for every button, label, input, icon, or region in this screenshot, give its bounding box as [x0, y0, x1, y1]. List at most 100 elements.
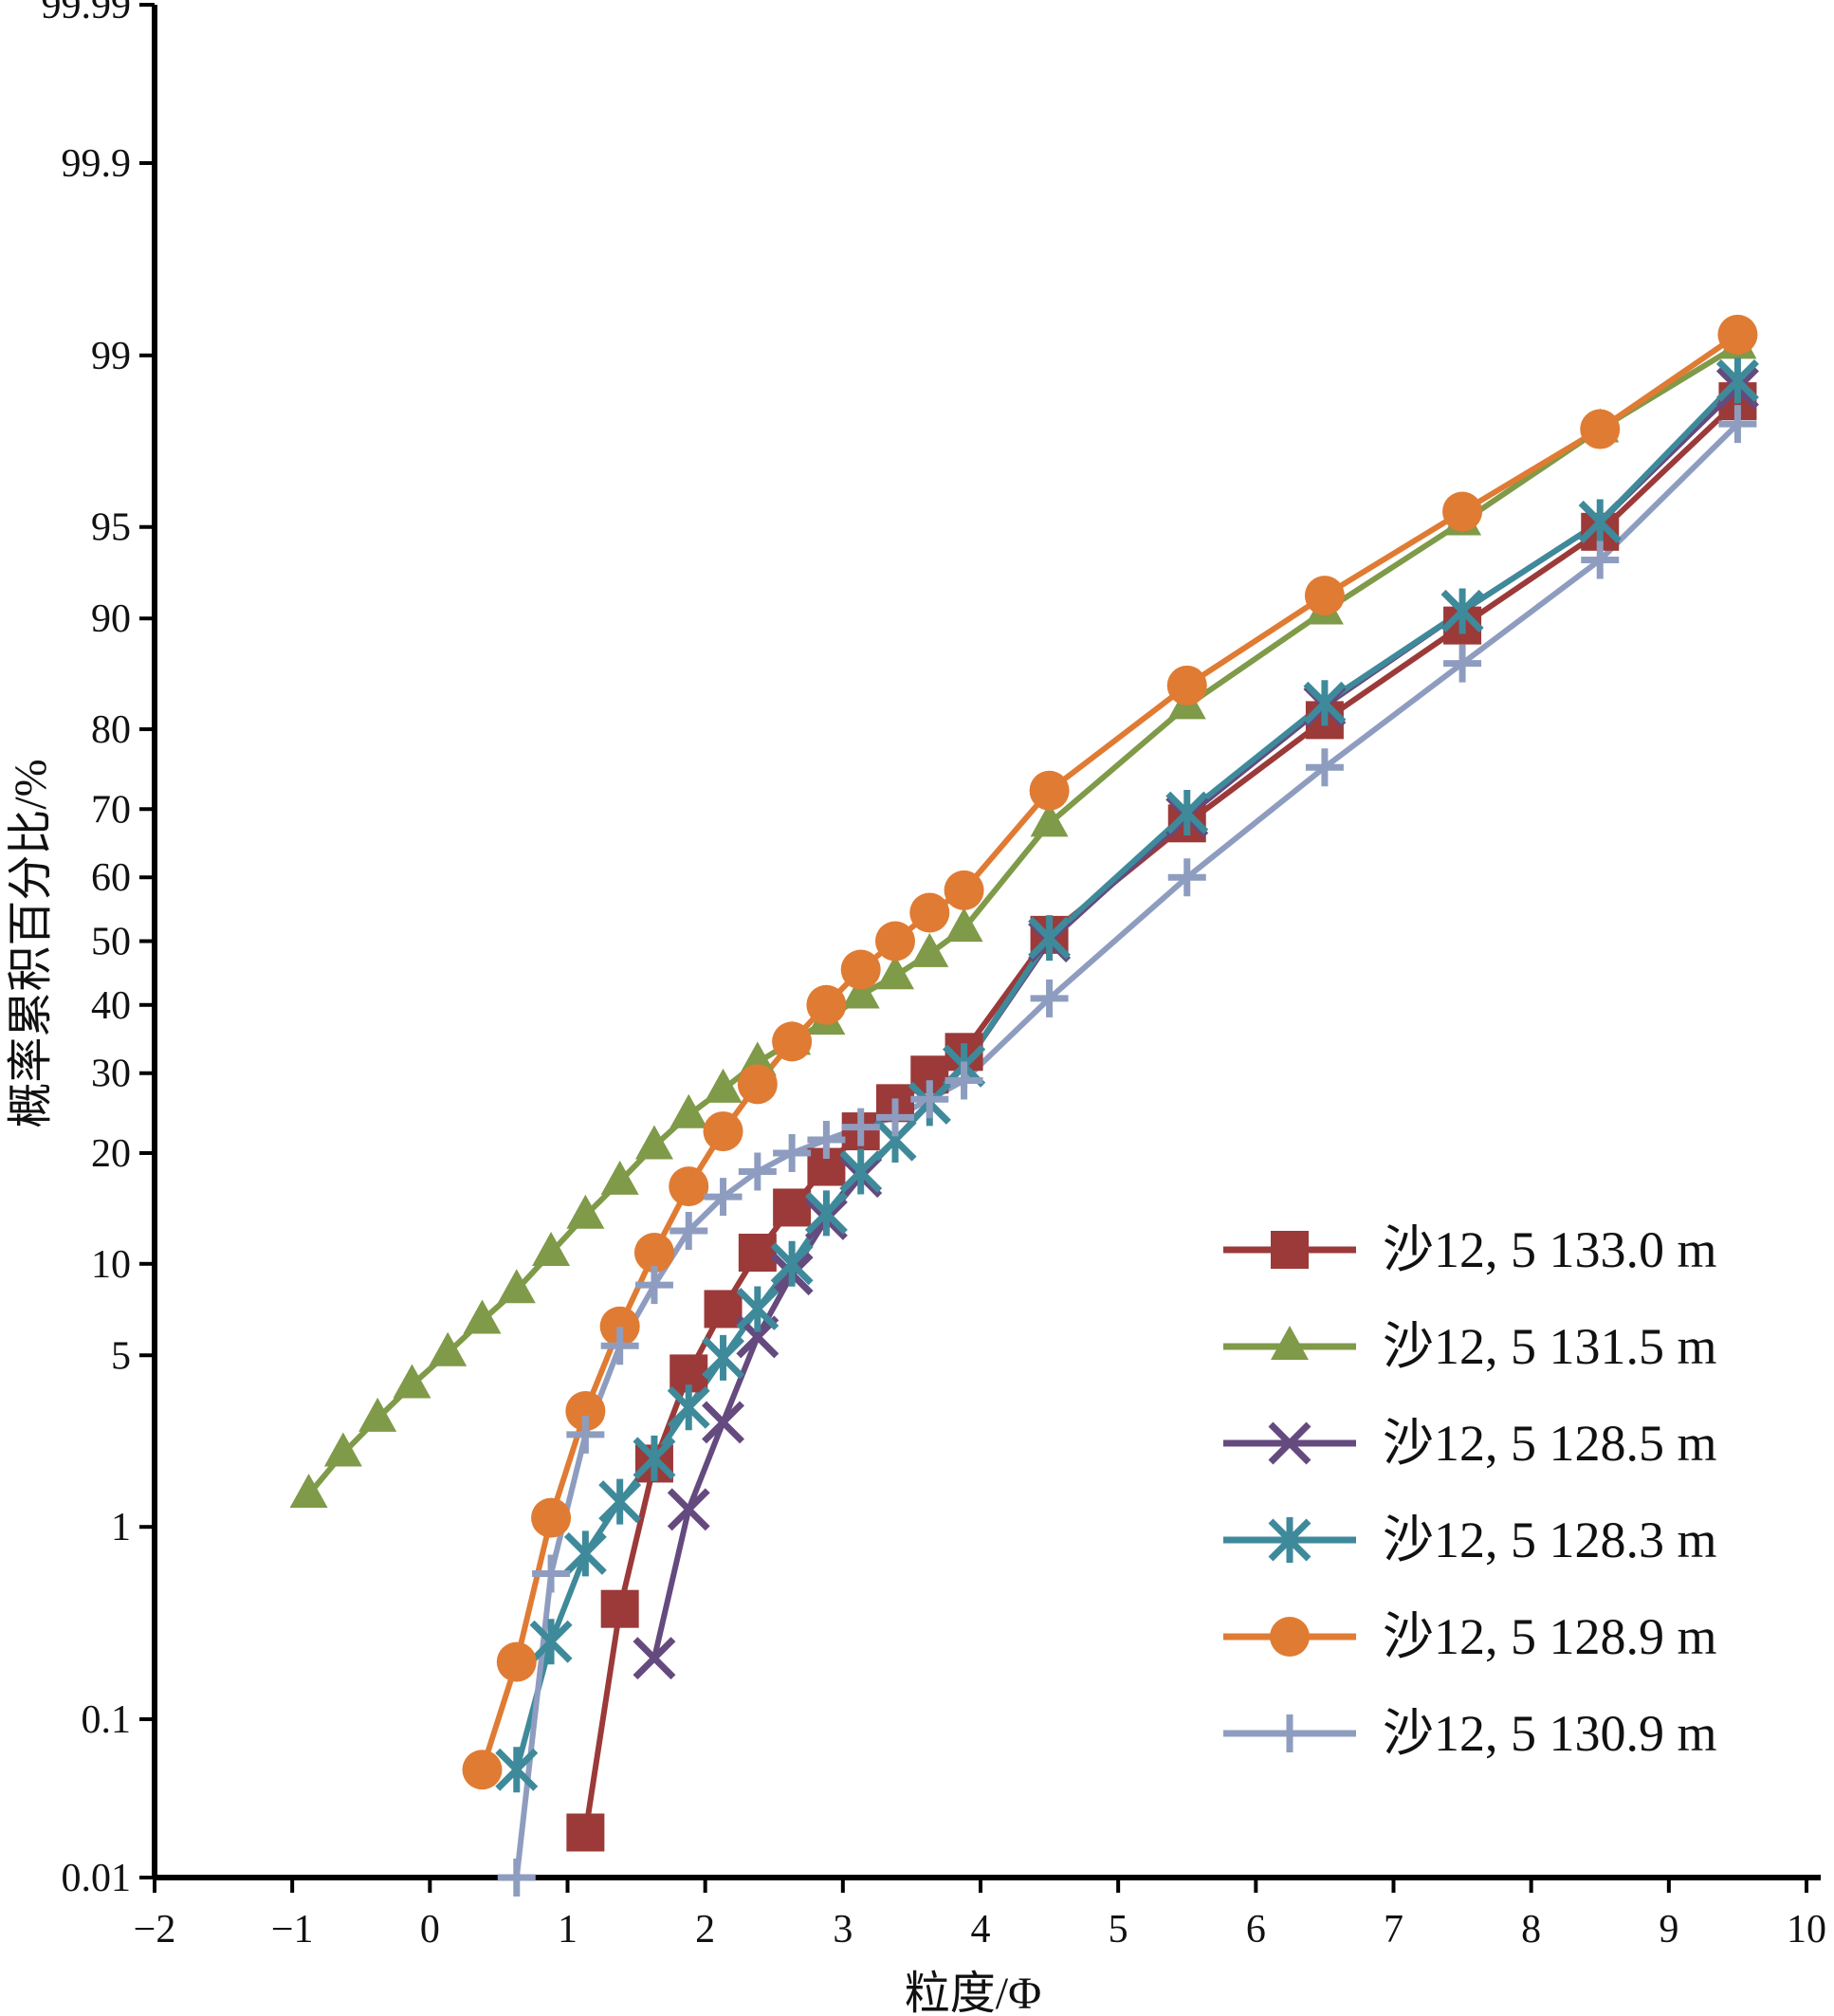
data-point — [1304, 576, 1345, 616]
x-tick-label: 8 — [1521, 1908, 1541, 1952]
data-point — [1165, 790, 1209, 836]
x-tick-label: 6 — [1246, 1908, 1266, 1952]
plot-area — [152, 5, 1821, 1880]
data-point — [1305, 748, 1344, 787]
x-tick-label: 1 — [558, 1908, 578, 1952]
data-point — [669, 1211, 708, 1250]
data-point — [634, 1266, 673, 1305]
x-tick-label: 4 — [971, 1908, 991, 1952]
data-point — [497, 1269, 536, 1304]
data-point — [1166, 665, 1207, 706]
data-point — [773, 1188, 812, 1227]
y-tick-label: 70 — [91, 788, 131, 832]
data-point — [1028, 915, 1072, 962]
legend-label: 沙12, 5 128.5 m — [1383, 1415, 1717, 1472]
data-point — [599, 1306, 640, 1347]
data-point — [704, 1178, 743, 1217]
data-point — [773, 1133, 812, 1172]
legend-item: 沙12, 5 130.9 m — [1223, 1705, 1717, 1762]
y-tick-label: 90 — [91, 597, 131, 641]
data-point — [1029, 770, 1070, 811]
data-point — [497, 1859, 536, 1897]
data-point — [563, 1530, 607, 1577]
data-point — [667, 1384, 710, 1431]
y-tick-label: 99.99 — [42, 0, 132, 27]
y-tick-label: 60 — [91, 856, 131, 900]
data-point — [1718, 405, 1757, 444]
data-point — [772, 1021, 813, 1062]
data-point — [839, 1148, 883, 1195]
legend-item: 沙12, 5 128.9 m — [1223, 1608, 1717, 1665]
data-point — [358, 1397, 397, 1432]
legend-label: 沙12, 5 131.5 m — [1383, 1318, 1717, 1375]
x-ticks: −2 −1 0 1 2 3 4 5 6 7 8 9 10 — [134, 1878, 1826, 1952]
y-tick-label: 5 — [111, 1334, 131, 1378]
data-point — [600, 1327, 639, 1365]
data-point — [704, 1068, 743, 1103]
data-point — [875, 955, 914, 990]
legend-item: 沙12, 5 128.3 m — [1223, 1512, 1717, 1568]
data-point — [565, 1391, 606, 1432]
x-tick-label: 7 — [1384, 1908, 1403, 1952]
legend-item: 沙12, 5 128.5 m — [1223, 1415, 1717, 1472]
y-tick-label: 80 — [91, 708, 131, 752]
data-point — [910, 1080, 949, 1119]
x-tick-label: 0 — [420, 1908, 440, 1952]
legend-marker — [1268, 1517, 1311, 1563]
x-tick-label: 2 — [695, 1908, 715, 1952]
legend-item: 沙12, 5 133.0 m — [1223, 1221, 1717, 1278]
y-tick-label: 0.01 — [62, 1857, 132, 1900]
data-point — [393, 1364, 431, 1399]
data-point — [909, 892, 950, 933]
y-tick-label: 0.1 — [82, 1698, 132, 1742]
data-point — [702, 1334, 745, 1381]
data-point — [738, 1152, 777, 1191]
data-point — [1580, 409, 1621, 449]
legend-marker — [1271, 1326, 1309, 1360]
data-point — [496, 1641, 537, 1682]
data-point — [463, 1299, 502, 1334]
data-point — [738, 1234, 777, 1273]
legend-marker — [1270, 1617, 1310, 1657]
data-point — [702, 1401, 745, 1444]
x-tick-label: 3 — [833, 1908, 853, 1952]
y-tick-label: 30 — [91, 1053, 131, 1096]
data-point — [669, 1093, 708, 1128]
data-point — [600, 1589, 639, 1628]
data-point — [598, 1478, 642, 1525]
data-point — [634, 1125, 673, 1160]
data-point — [910, 932, 949, 967]
data-point — [429, 1331, 468, 1366]
data-point — [495, 1747, 539, 1793]
x-tick-label: −1 — [271, 1908, 314, 1952]
data-point — [944, 870, 984, 910]
data-point — [736, 1286, 779, 1332]
data-point — [633, 1637, 676, 1680]
data-point — [1303, 680, 1347, 726]
y-tick-label: 99.9 — [62, 142, 132, 186]
data-point — [945, 907, 983, 943]
series-markers — [289, 314, 1759, 1897]
data-point — [1715, 357, 1759, 404]
data-point — [566, 1194, 605, 1229]
x-axis-title: 粒度/Φ — [905, 1969, 1041, 2016]
y-tick-label: 50 — [91, 921, 131, 964]
legend-label: 沙12, 5 130.9 m — [1383, 1705, 1717, 1762]
x-tick-label: −2 — [134, 1908, 176, 1952]
data-point — [703, 1111, 743, 1152]
data-point — [532, 1554, 571, 1593]
data-point — [532, 1232, 571, 1267]
legend-item: 沙12, 5 131.5 m — [1223, 1318, 1717, 1375]
data-point — [633, 1435, 676, 1481]
data-point — [566, 1415, 605, 1454]
y-tick-label: 10 — [91, 1243, 131, 1287]
y-tick-label: 99 — [91, 335, 131, 378]
legend: 沙12, 5 133.0 m 沙12, 5 131.5 m 沙12, 5 128.5… — [1223, 1221, 1717, 1762]
y-tick-label: 95 — [91, 506, 131, 550]
data-point — [737, 1064, 778, 1105]
x-tick-label: 5 — [1109, 1908, 1128, 1952]
data-point — [1581, 541, 1620, 579]
legend-marker — [1271, 1714, 1309, 1752]
x-tick-label: 9 — [1659, 1908, 1678, 1952]
